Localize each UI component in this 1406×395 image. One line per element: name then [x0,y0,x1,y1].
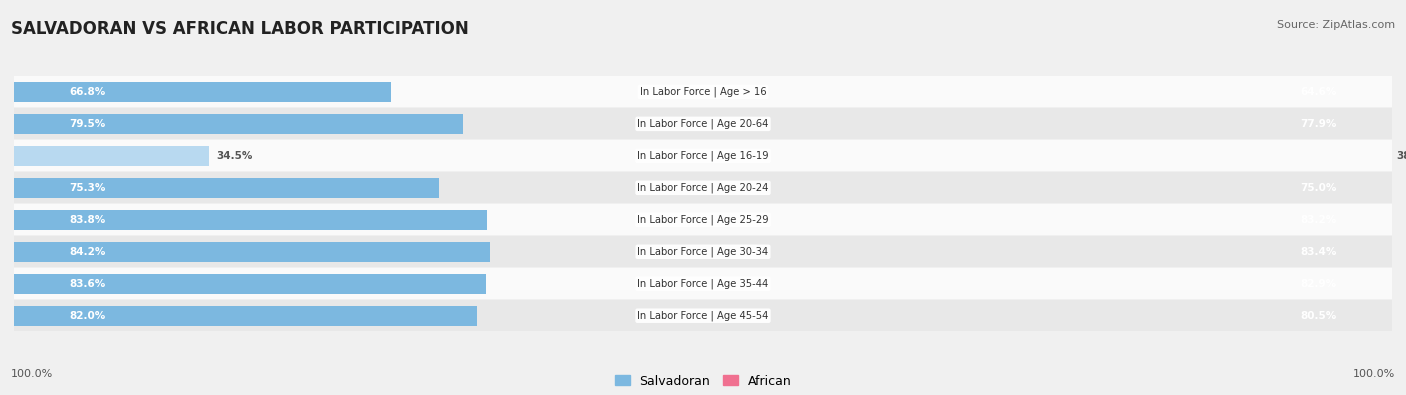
Text: 83.4%: 83.4% [1301,247,1337,257]
Bar [1392,306,1406,325]
Bar [14,274,486,293]
Text: In Labor Force | Age 45-54: In Labor Force | Age 45-54 [637,310,769,321]
Text: 83.8%: 83.8% [69,215,105,225]
Bar [1392,82,1406,102]
Text: In Labor Force | Age 30-34: In Labor Force | Age 30-34 [637,246,769,257]
Text: 82.9%: 82.9% [1301,279,1337,289]
Text: In Labor Force | Age 25-29: In Labor Force | Age 25-29 [637,214,769,225]
Bar [14,76,1392,107]
Bar [14,140,1392,171]
Bar [14,178,440,198]
Bar [1392,242,1406,261]
Bar [14,108,1392,139]
Bar [1392,274,1406,293]
Text: In Labor Force | Age > 16: In Labor Force | Age > 16 [640,87,766,97]
Text: 77.9%: 77.9% [1301,119,1337,129]
Text: 75.0%: 75.0% [1301,183,1337,193]
Bar [14,114,463,134]
Bar [14,268,1392,299]
Bar [1392,178,1406,198]
Text: SALVADORAN VS AFRICAN LABOR PARTICIPATION: SALVADORAN VS AFRICAN LABOR PARTICIPATIO… [11,20,470,38]
Bar [14,172,1392,203]
Text: In Labor Force | Age 20-64: In Labor Force | Age 20-64 [637,118,769,129]
Text: 34.5%: 34.5% [217,151,252,161]
Text: 80.5%: 80.5% [1301,311,1337,321]
Bar [14,300,1392,331]
Text: 66.8%: 66.8% [69,87,105,97]
Bar [14,210,488,230]
Text: 100.0%: 100.0% [1353,369,1395,379]
Text: 75.3%: 75.3% [69,183,105,193]
Text: 38.0%: 38.0% [1396,151,1406,161]
Legend: Salvadoran, African: Salvadoran, African [609,370,797,393]
Text: 83.2%: 83.2% [1301,215,1337,225]
Text: 64.6%: 64.6% [1301,87,1337,97]
Text: 83.6%: 83.6% [69,279,105,289]
Text: In Labor Force | Age 20-24: In Labor Force | Age 20-24 [637,182,769,193]
Bar [14,146,209,166]
Bar [1392,114,1406,134]
Bar [1392,210,1406,230]
Text: 84.2%: 84.2% [69,247,105,257]
Text: In Labor Force | Age 16-19: In Labor Force | Age 16-19 [637,150,769,161]
Bar [14,204,1392,235]
Bar [14,82,391,102]
Text: 100.0%: 100.0% [11,369,53,379]
Bar [14,236,1392,267]
Bar [14,242,489,261]
Bar [1392,146,1406,166]
Text: Source: ZipAtlas.com: Source: ZipAtlas.com [1277,20,1395,30]
Text: 79.5%: 79.5% [69,119,105,129]
Text: In Labor Force | Age 35-44: In Labor Force | Age 35-44 [637,278,769,289]
Bar [14,306,477,325]
Text: 82.0%: 82.0% [69,311,105,321]
